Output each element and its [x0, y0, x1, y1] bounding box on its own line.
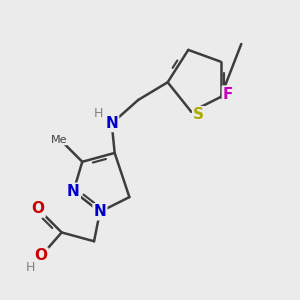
Text: N: N — [94, 204, 106, 219]
Text: Me: Me — [50, 135, 67, 145]
Text: S: S — [193, 107, 204, 122]
Text: H: H — [94, 107, 103, 120]
Text: N: N — [67, 184, 80, 199]
Text: O: O — [32, 201, 45, 216]
Text: H: H — [26, 261, 35, 274]
Text: N: N — [105, 116, 118, 131]
Text: O: O — [34, 248, 48, 263]
Text: F: F — [223, 87, 233, 102]
